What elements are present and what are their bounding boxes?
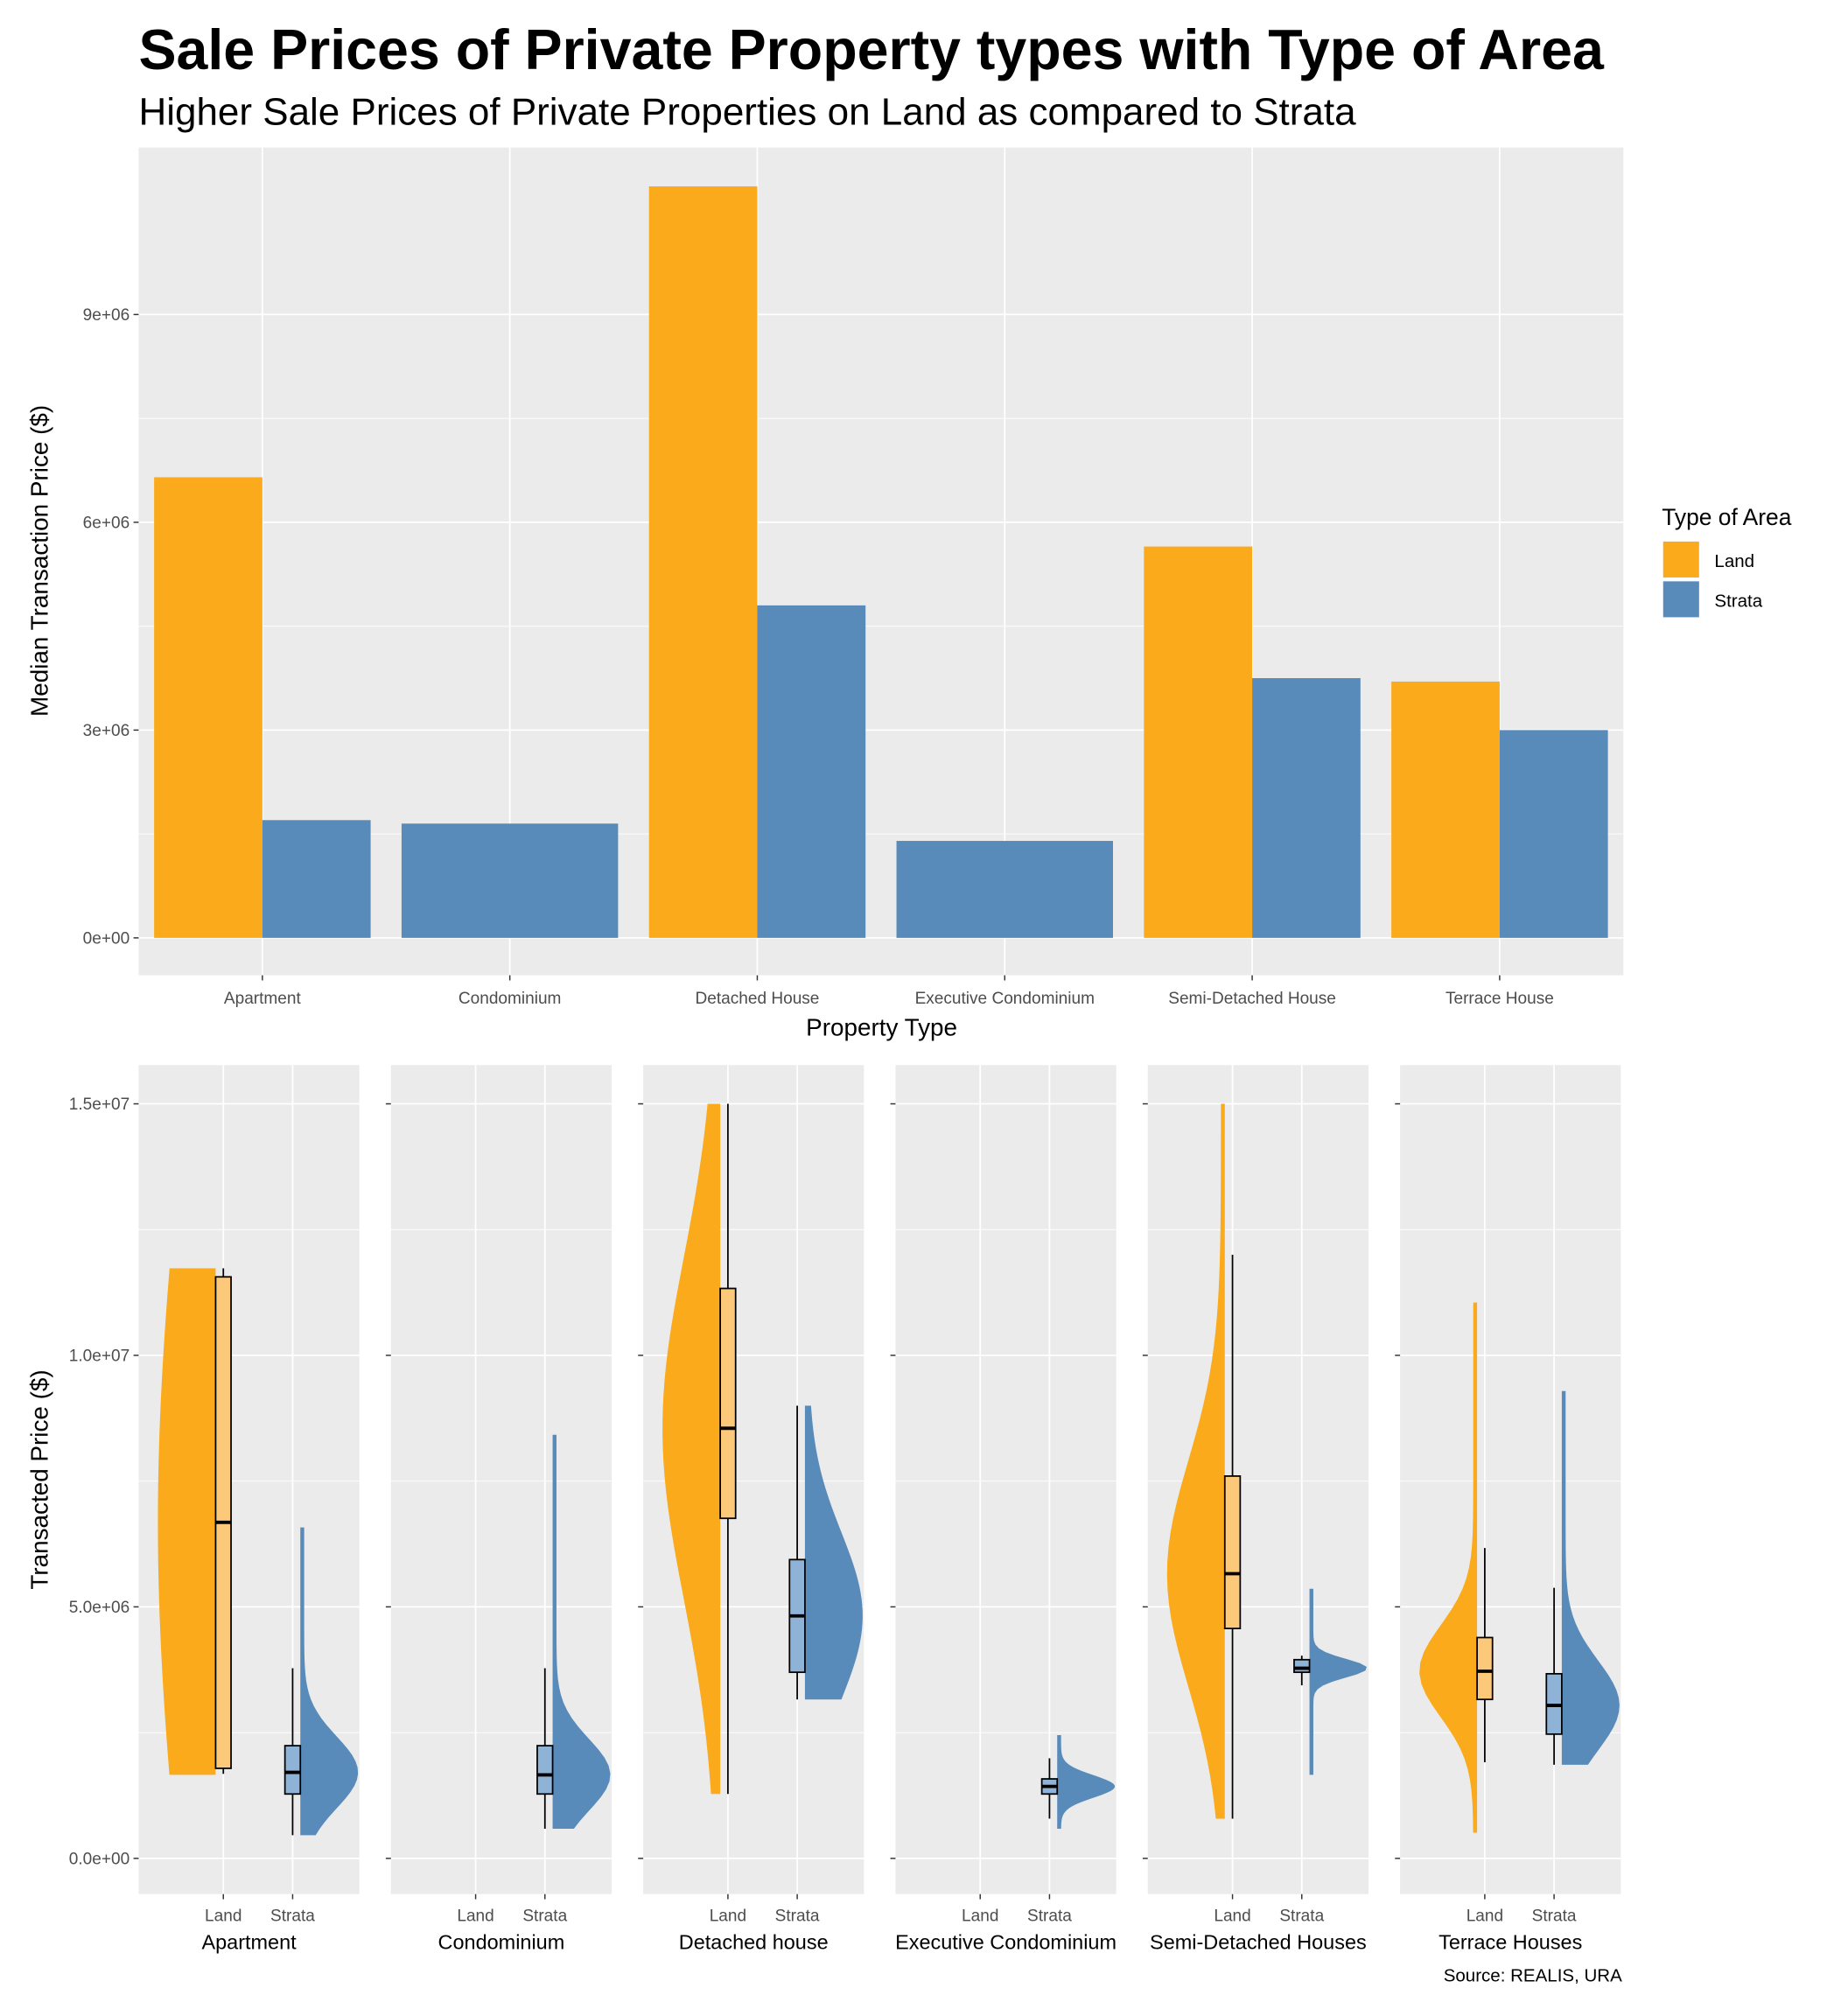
box (1293, 1658, 1311, 1674)
violin (1561, 1390, 1620, 1765)
x-tick-label: Executive Condominium (915, 990, 1095, 1008)
bar (1144, 546, 1253, 938)
box (284, 1745, 302, 1796)
legend-key (1662, 541, 1699, 578)
violin (662, 1103, 721, 1795)
x-tick-label: Apartment (224, 990, 302, 1008)
x-tick-label: Detached House (696, 990, 820, 1008)
y-tick-label: 1.0e+07 (69, 1348, 130, 1366)
x-tick-label: Strata (522, 1907, 567, 1925)
box (536, 1745, 554, 1796)
chart-title: Sale Prices of Private Property types wi… (138, 18, 1605, 81)
legend-key (1662, 581, 1699, 618)
facet-label: Detached house (679, 1931, 829, 1954)
legend-label: Land (1714, 551, 1754, 571)
x-axis-title: Property Type (806, 1014, 957, 1041)
legend-label: Strata (1714, 592, 1762, 612)
violin (158, 1268, 216, 1775)
bar (262, 820, 371, 938)
x-tick-label: Land (1466, 1907, 1503, 1925)
x-tick-label: Land (205, 1907, 242, 1925)
y-tick-label: 9e+06 (83, 306, 130, 325)
bar (648, 186, 758, 938)
x-tick-label: Strata (1532, 1907, 1577, 1925)
x-tick-label: Strata (1027, 1907, 1072, 1925)
y-tick-label: 5.0e+06 (69, 1599, 130, 1617)
x-tick-label: Strata (270, 1907, 315, 1925)
plot-panel (1400, 1065, 1621, 1894)
violin (1057, 1735, 1116, 1829)
violin (1309, 1588, 1367, 1775)
violin (1166, 1103, 1225, 1819)
bar (1499, 730, 1608, 938)
facet-label: Apartment (201, 1931, 297, 1954)
x-tick-label: Condominium (458, 990, 562, 1008)
facet-label: Executive Condominium (895, 1931, 1116, 1954)
plot-panel (138, 147, 1624, 976)
plot-panel (1147, 1065, 1369, 1894)
chart-subtitle: Higher Sale Prices of Private Properties… (138, 90, 1356, 133)
y-axis-title: Transacted Price ($) (25, 1369, 52, 1589)
bar (401, 823, 619, 938)
bar (154, 477, 262, 938)
box (719, 1287, 737, 1520)
facet-label: Condominium (438, 1931, 565, 1954)
y-tick-label: 0.0e+00 (69, 1850, 130, 1868)
x-tick-label: Strata (1279, 1907, 1324, 1925)
y-tick-label: 1.5e+07 (69, 1096, 130, 1114)
x-tick-label: Terrace House (1446, 990, 1554, 1008)
bar (1252, 678, 1361, 938)
box (1223, 1475, 1242, 1630)
box (1476, 1636, 1494, 1701)
bar (1391, 681, 1500, 938)
y-tick-label: 6e+06 (83, 514, 130, 533)
violin (1419, 1302, 1478, 1833)
source-note: Source: REALIS, URA (1444, 1965, 1622, 1985)
plot-panel (895, 1065, 1116, 1894)
bar (896, 841, 1113, 938)
x-tick-label: Land (1214, 1907, 1250, 1925)
x-tick-label: Land (962, 1907, 998, 1925)
facet-label: Terrace Houses (1438, 1931, 1582, 1954)
y-axis-title: Median Transaction Price ($) (25, 405, 52, 717)
x-tick-label: Strata (775, 1907, 820, 1925)
legend-title: Type of Area (1662, 504, 1791, 530)
x-tick-label: Land (710, 1907, 746, 1925)
facet-label: Semi-Detached Houses (1150, 1931, 1367, 1954)
y-tick-label: 3e+06 (83, 722, 130, 740)
x-tick-label: Land (457, 1907, 494, 1925)
x-tick-label: Semi-Detached House (1168, 990, 1336, 1008)
violin (300, 1527, 359, 1836)
y-tick-label: 0e+00 (83, 929, 130, 948)
violin (552, 1434, 611, 1829)
bar (757, 605, 866, 938)
violin (804, 1405, 863, 1700)
